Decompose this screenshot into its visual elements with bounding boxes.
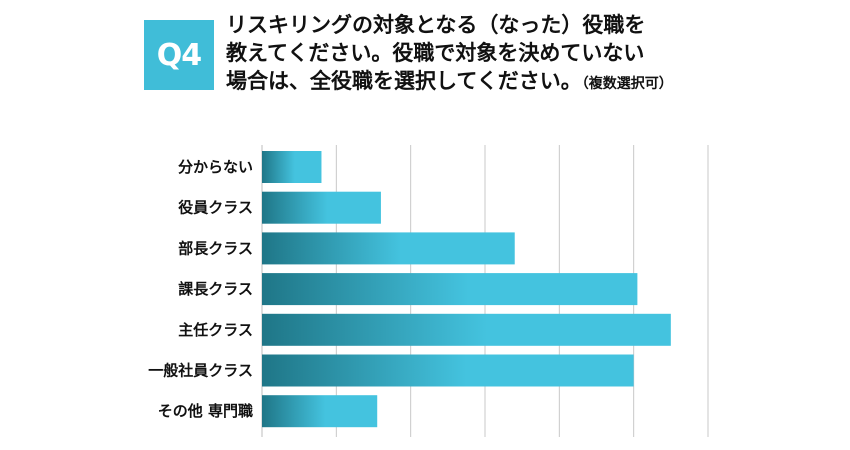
bar bbox=[262, 354, 634, 387]
question-line-3: 場合は、全役職を選択してください。（複数選択可） bbox=[226, 67, 826, 98]
question-line-3-text: 場合は、全役職を選択してください。 bbox=[226, 69, 582, 93]
bar bbox=[262, 191, 381, 224]
question-text: リスキリングの対象となる（なった）役職を 教えてください。役職で対象を決めていな… bbox=[226, 11, 826, 98]
category-label: 役員クラス bbox=[178, 199, 253, 217]
question-line-2: 教えてください。役職で対象を決めていない bbox=[226, 41, 645, 65]
question-number-badge: Q4 bbox=[144, 20, 214, 90]
category-label: 課長クラス bbox=[178, 280, 253, 298]
category-label: その他 専門職 bbox=[158, 402, 253, 420]
bar bbox=[262, 313, 671, 346]
category-label: 一般社員クラス bbox=[148, 362, 253, 380]
bar bbox=[262, 151, 322, 183]
bar bbox=[262, 395, 378, 428]
question-note: （複数選択可） bbox=[581, 76, 673, 92]
bar bbox=[262, 273, 638, 306]
category-label: 主任クラス bbox=[178, 321, 253, 339]
bar bbox=[262, 232, 515, 265]
category-label: 分からない bbox=[178, 158, 253, 176]
question-line-1: リスキリングの対象となる（なった）役職を bbox=[226, 13, 646, 37]
category-label: 部長クラス bbox=[178, 239, 253, 257]
